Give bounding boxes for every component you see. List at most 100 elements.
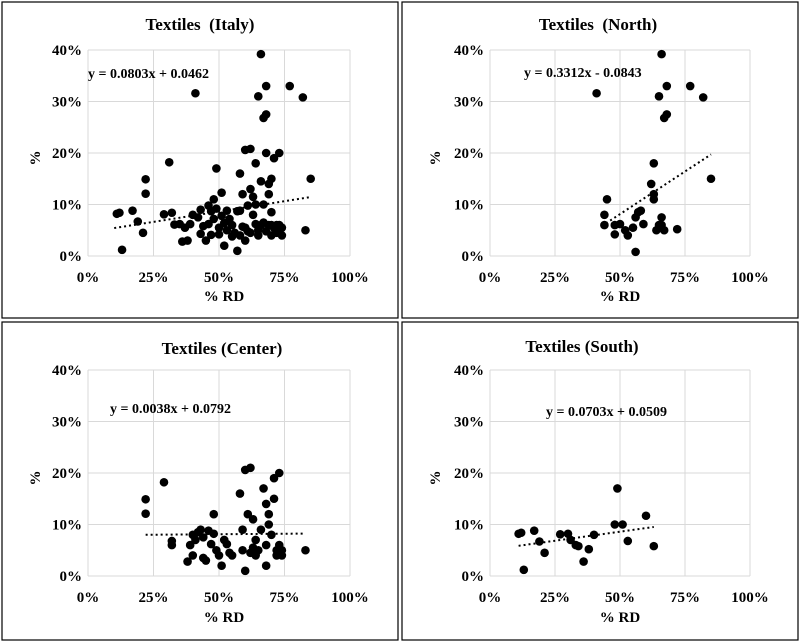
panel-border-center [1,321,399,641]
y-tick-label-center: 30% [52,415,82,431]
x-tick-label-south: 75% [670,590,700,606]
x-tick-label-south: 0% [479,590,502,606]
data-point-italy [185,219,195,229]
data-point-italy [133,217,143,226]
data-point-center [238,525,247,534]
data-point-italy [235,206,245,215]
data-point-italy [196,229,205,239]
x-tick-label-italy: 25% [139,270,169,286]
y-tick-label-center: 0% [60,569,83,585]
data-point-south [529,526,539,535]
data-point-center [214,551,224,560]
x-tick-label-south: 25% [540,590,570,606]
data-point-italy [167,208,177,218]
data-point-center [201,556,211,565]
data-point-center [243,509,253,519]
data-point-south [584,544,594,554]
data-point-italy [217,211,226,221]
data-point-south [579,557,588,566]
data-point-italy [222,225,232,235]
x-tick-label-north: 100% [731,270,769,286]
data-point-center [246,463,255,473]
y-tick-label-north: 10% [454,198,484,214]
data-point-italy [256,177,266,186]
x-tick-label-italy: 75% [270,270,300,286]
data-point-italy [183,236,192,245]
data-point-italy [238,189,247,199]
data-point-center [238,545,247,555]
data-point-italy [138,228,148,238]
data-point-italy [264,189,274,199]
data-point-south [574,541,583,551]
x-tick-label-italy: 0% [77,270,100,286]
chart-panel-south: 0% 10% 20% 30% 40% 0% 25% 50% 75% 100% Textiles (S… [401,321,799,641]
data-point-italy [159,209,169,219]
data-point-south [540,548,549,558]
data-point-center [261,561,271,570]
data-point-center [141,509,150,518]
data-point-italy [193,213,203,222]
data-point-italy [235,231,245,240]
y-tick-label-italy: 0% [60,249,83,265]
x-axis-label-center: % RD [204,610,245,626]
x-tick-label-north: 25% [540,270,570,286]
x-axis-label-north: % RD [600,289,641,305]
x-tick-label-south: 100% [731,590,769,606]
x-tick-label-italy: 100% [331,270,369,286]
data-point-north [649,195,659,204]
x-axis-label-italy: % RD [204,289,245,305]
data-point-north [623,231,633,240]
data-point-center [159,477,169,487]
chart-title-south: Textiles (South) [525,337,638,356]
x-tick-label-center: 25% [139,590,169,606]
data-point-center [240,566,250,576]
data-point-italy [261,148,271,158]
data-point-italy [253,92,263,101]
data-point-italy [246,184,255,194]
data-point-italy [196,205,205,214]
y-axis-label-south: % [428,471,444,486]
data-point-center [301,545,310,555]
y-tick-label-north: 30% [454,95,484,111]
y-tick-label-south: 40% [454,363,484,379]
data-point-center [256,525,266,534]
data-point-center [261,540,271,550]
data-point-center [217,561,226,570]
data-point-italy [115,208,124,218]
trendline-equation-italy: y = 0.0803x + 0.0462 [88,67,209,82]
data-point-north [610,230,620,239]
data-point-center [235,489,245,498]
chart-title-north: Textiles (North) [539,15,657,34]
data-point-italy [209,214,219,224]
data-point-italy [285,81,295,91]
data-point-italy [298,93,308,102]
y-tick-label-north: 40% [454,43,484,59]
data-point-italy [233,246,242,256]
data-point-center [261,499,271,509]
trendline-equation-center: y = 0.0038x + 0.0792 [110,402,231,417]
x-tick-label-south: 50% [605,590,635,606]
y-axis-label-italy: % [28,151,44,166]
data-point-italy [117,245,127,255]
y-tick-label-north: 0% [462,249,485,265]
data-point-italy [248,192,258,202]
data-point-center [269,473,279,483]
data-point-italy [217,188,226,197]
trendline-center [145,532,306,536]
data-point-italy [246,144,255,154]
data-point-north [646,179,656,189]
data-point-center [206,539,216,549]
data-point-south [613,484,622,493]
data-point-south [618,520,627,529]
data-point-north [672,224,682,234]
data-point-north [639,219,648,229]
data-point-north [592,88,601,98]
y-tick-label-italy: 40% [52,43,82,59]
data-point-center [222,539,232,549]
chart-panel-center: 0% 10% 20% 30% 40% 0% 25% 50% 75% 100% Textiles (C… [1,321,399,641]
data-point-italy [240,223,250,232]
data-point-north [685,81,695,91]
data-point-italy [201,236,211,245]
data-point-italy [253,231,263,240]
